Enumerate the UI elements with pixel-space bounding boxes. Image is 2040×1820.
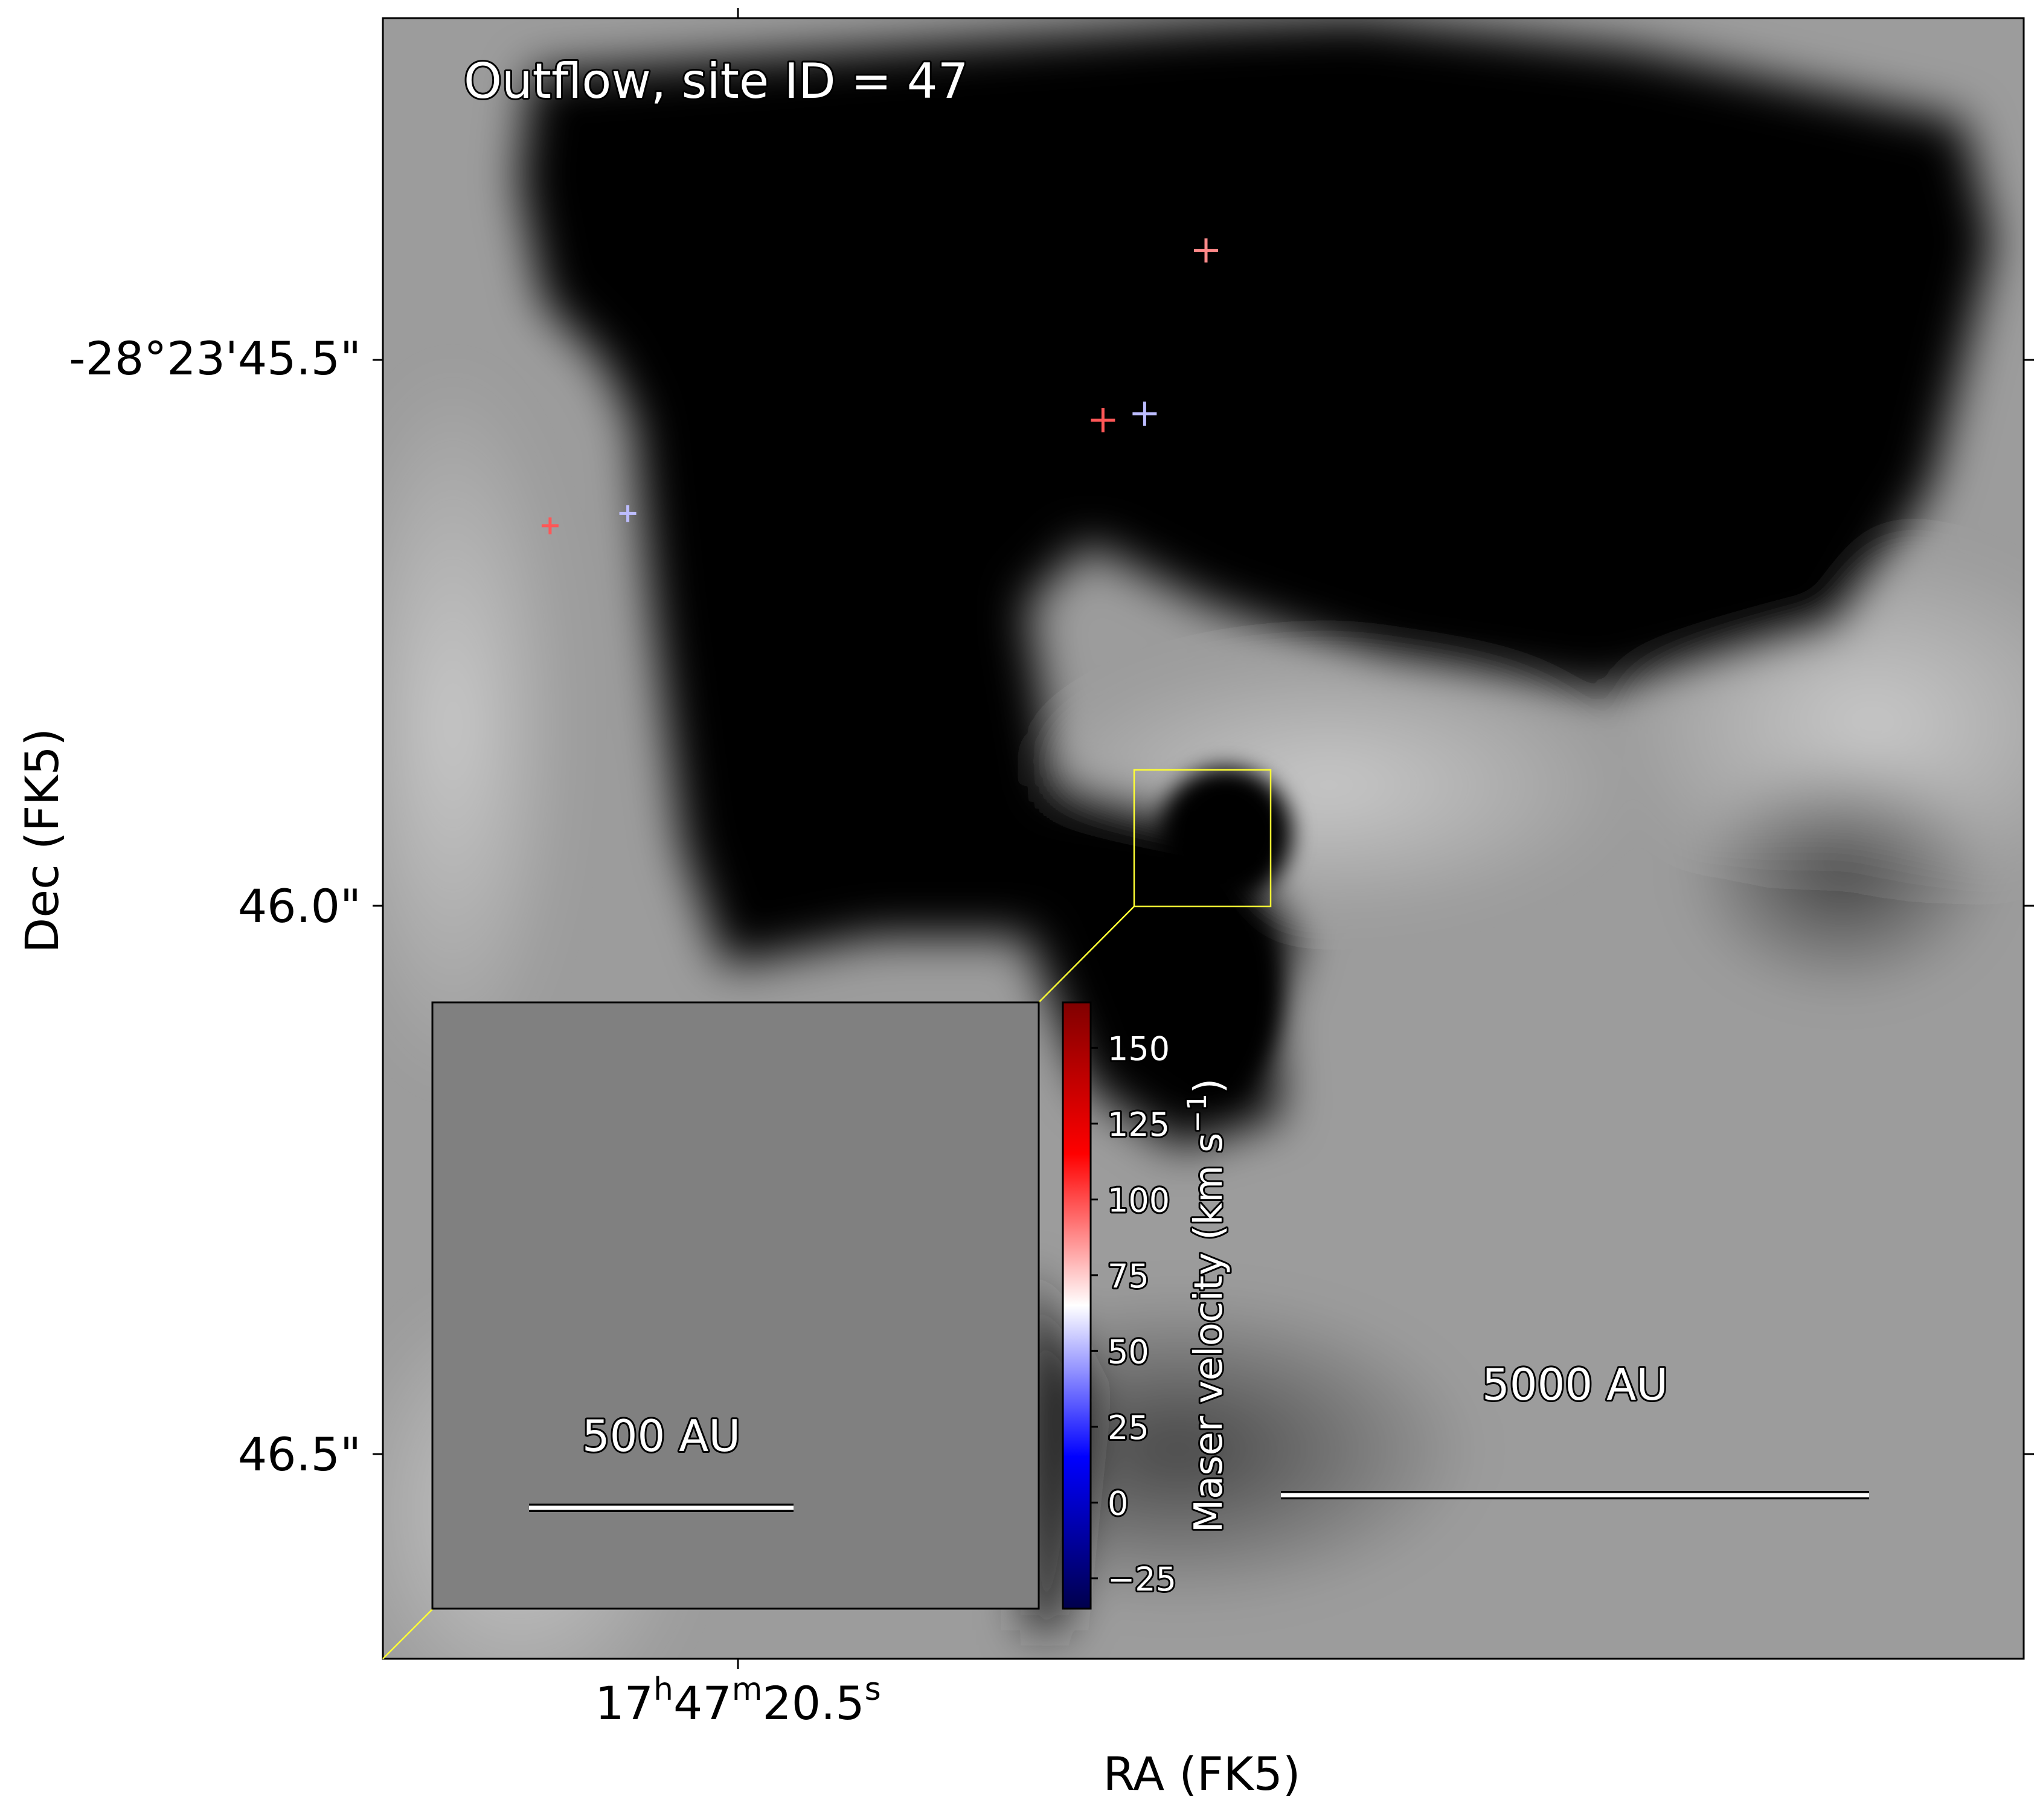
colorbar-tick-label: 25 [1108,1409,1149,1447]
tick-marks [373,8,2034,1669]
zoom-connector-lower [382,1609,433,1659]
colorbar-ticks: 150 125 100 75 50 25 0 −25 [1091,1028,1178,1600]
zoom-connector-upper [1038,906,1135,1003]
inset-maser-points [541,505,637,534]
inset-scale-bar: 500 AU [529,1409,794,1512]
inset-maser-marker [541,517,559,534]
main-axes-frame [382,17,2025,1660]
y-tick-label-46.0: 46.0" [238,879,361,933]
zoom-indicator [382,769,1272,1659]
maser-marker [1091,408,1115,432]
colorbar-tick-label: 100 [1108,1181,1170,1219]
maser-marker [1194,238,1219,263]
inset-frame [431,1001,1040,1610]
x-axis-label: RA (FK5) [1103,1747,1300,1801]
inset-maser-marker [619,505,637,522]
main-scale-bar: 5000 AU [1281,1357,1869,1499]
colorbar-tick-label: 150 [1108,1030,1170,1068]
colorbar-tick-label: 50 [1108,1333,1149,1371]
colorbar-label: Maser velocity (km s−1) [1182,1078,1231,1533]
maser-marker [1132,402,1157,426]
colorbar-tick-label: 0 [1108,1484,1128,1522]
continuum-background-image [383,18,2024,1659]
zoom-box [1133,769,1272,908]
colorbar-tick-label: 125 [1108,1106,1170,1144]
inset-scale-bar-label: 500 AU [582,1411,740,1461]
plot-title: Outflow, site ID = 47 [464,53,968,109]
zoom-inset: 500 AU [431,505,1040,1610]
colorbar-tick-label: −25 [1108,1560,1176,1598]
colorbar-tick-label: 75 [1108,1257,1149,1295]
y-axis-label: Dec (FK5) [15,728,69,953]
main-scale-bar-label: 5000 AU [1482,1359,1668,1410]
colorbar: 150 125 100 75 50 25 0 −25 Maser velocity (km s… [1062,1001,1233,1610]
x-tick-label-20.5s: 17h47m20.5s [595,1671,880,1730]
y-tick-label-45.5: -28°23'45.5" [69,332,361,385]
colorbar-gradient [1062,1001,1092,1610]
y-tick-label-46.5: 46.5" [238,1427,361,1481]
